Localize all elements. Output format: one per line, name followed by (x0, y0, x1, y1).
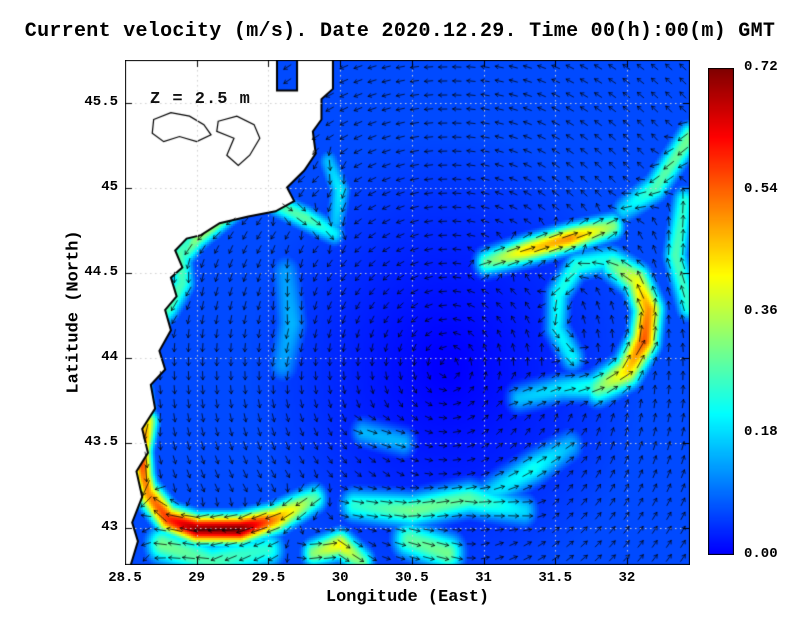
velocity-map-canvas (125, 60, 690, 565)
y-axis-label: Latitude (North) (64, 230, 84, 394)
y-tick-label: 45 (101, 178, 118, 195)
y-tick-label: 44 (101, 348, 118, 365)
x-tick-label: 29 (188, 570, 206, 586)
y-tick-label: 44.5 (84, 263, 118, 280)
x-tick-label: 30 (331, 570, 349, 586)
y-tick-label: 43.5 (84, 433, 118, 450)
colorbar-tick-label: 0.54 (744, 180, 778, 197)
x-tick-label: 31 (475, 570, 492, 586)
depth-annotation: Z = 2.5 m (150, 90, 251, 109)
y-tick-label: 43 (101, 518, 118, 535)
x-tick-label: 29.5 (251, 570, 286, 586)
x-axis-label: Longitude (East) (325, 588, 490, 607)
x-tick-label: 31.5 (538, 570, 572, 586)
x-tick-label: 28.5 (108, 570, 142, 586)
y-tick-label: 45.5 (84, 93, 118, 110)
x-tick-label: 30.5 (394, 570, 429, 586)
x-tick-label: 32 (618, 570, 636, 586)
colorbar-tick-label: 0.36 (744, 302, 778, 319)
colorbar-tick-label: 0.00 (744, 546, 778, 562)
chart-title: Current velocity (m/s). Date 2020.12.29.… (24, 20, 776, 43)
colorbar-tick-label: 0.18 (744, 424, 778, 441)
colorbar (708, 68, 734, 555)
colorbar-tick-label: 0.72 (744, 59, 778, 75)
